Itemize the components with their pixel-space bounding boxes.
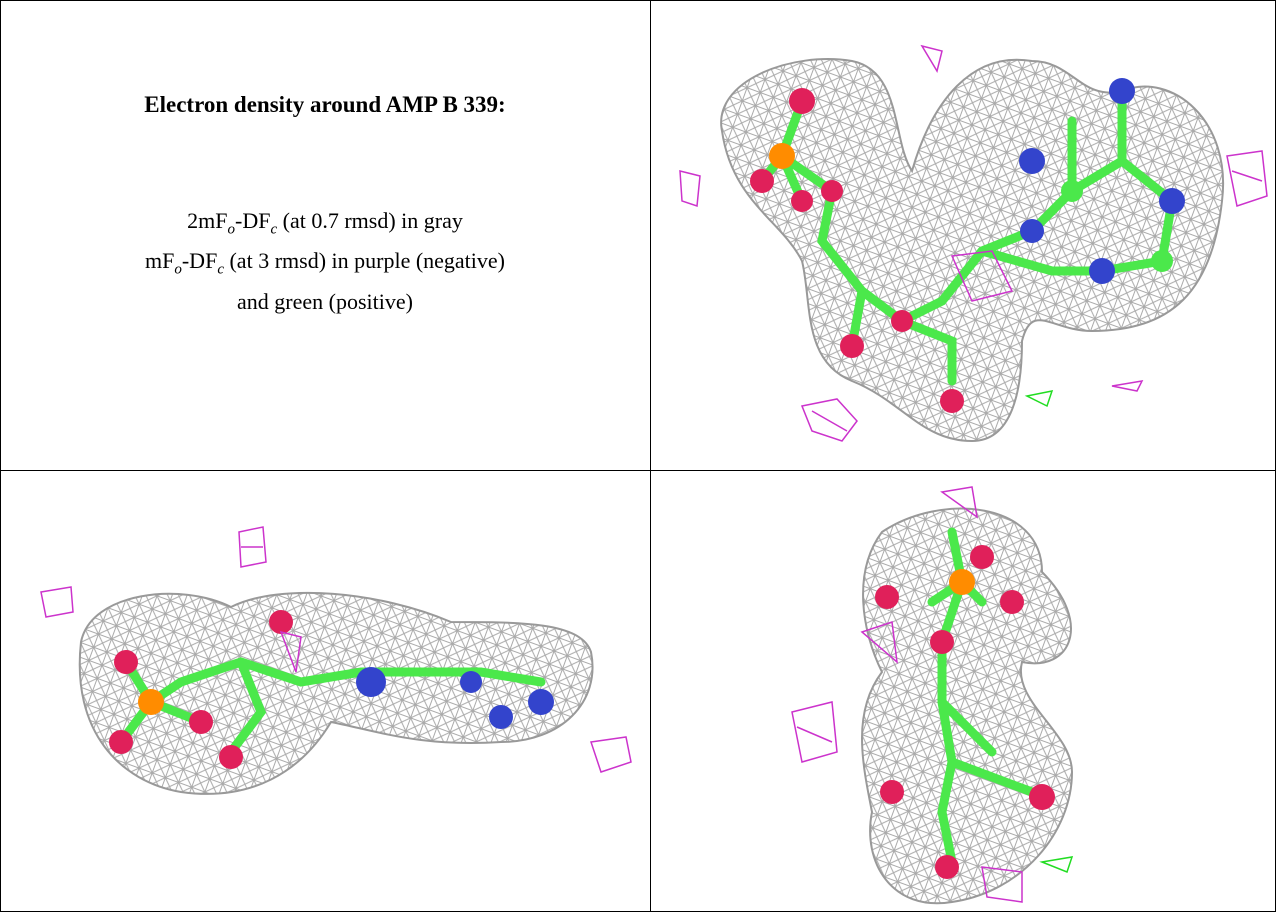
- legend: 2mFo-DFc (at 0.7 rmsd) in gray mFo-DFc (a…: [0, 205, 650, 317]
- legend-text: and green (positive): [237, 288, 413, 314]
- subscript: c: [217, 261, 224, 278]
- legend-text: (at 0.7 rmsd) in gray: [277, 208, 463, 233]
- subscript: c: [270, 221, 278, 238]
- legend-line: and green (positive): [0, 286, 650, 317]
- density-view-2: [40, 526, 632, 795]
- column-divider: [650, 0, 651, 912]
- legend-line: mFo-DFc (at 3 rmsd) in purple (negative): [0, 245, 650, 285]
- figure-title: Electron density around AMP B 339:: [144, 92, 506, 117]
- density-view-3: [791, 486, 1074, 905]
- subscript: o: [174, 261, 182, 278]
- legend-text: -DF: [181, 248, 218, 274]
- density-view-1: [679, 44, 1268, 443]
- legend-text: (at 3 rmsd) in purple (negative): [223, 248, 505, 274]
- legend-text: mF: [145, 248, 175, 274]
- legend-line: 2mFo-DFc (at 0.7 rmsd) in gray: [0, 205, 650, 245]
- subscript: o: [227, 221, 236, 238]
- row-divider: [0, 470, 1276, 471]
- legend-text: 2mF: [187, 208, 228, 233]
- legend-text: -DF: [235, 208, 271, 233]
